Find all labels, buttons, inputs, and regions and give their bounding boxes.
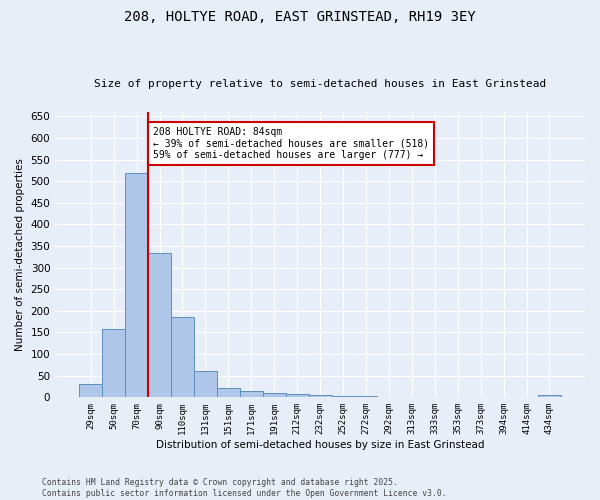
Bar xyxy=(286,394,308,398)
Bar xyxy=(171,318,194,398)
Text: Contains HM Land Registry data © Crown copyright and database right 2025.
Contai: Contains HM Land Registry data © Crown c… xyxy=(42,478,446,498)
Bar xyxy=(263,393,286,398)
Bar xyxy=(538,395,561,398)
X-axis label: Distribution of semi-detached houses by size in East Grinstead: Distribution of semi-detached houses by … xyxy=(156,440,484,450)
Bar xyxy=(240,391,263,398)
Bar xyxy=(148,252,171,398)
Bar xyxy=(355,396,377,398)
Text: 208, HOLTYE ROAD, EAST GRINSTEAD, RH19 3EY: 208, HOLTYE ROAD, EAST GRINSTEAD, RH19 3… xyxy=(124,10,476,24)
Bar xyxy=(125,172,148,398)
Bar xyxy=(194,370,217,398)
Bar xyxy=(332,396,355,398)
Title: Size of property relative to semi-detached houses in East Grinstead: Size of property relative to semi-detach… xyxy=(94,79,546,89)
Bar xyxy=(79,384,102,398)
Bar xyxy=(217,388,240,398)
Bar xyxy=(102,329,125,398)
Y-axis label: Number of semi-detached properties: Number of semi-detached properties xyxy=(15,158,25,351)
Bar xyxy=(308,395,332,398)
Text: 208 HOLTYE ROAD: 84sqm
← 39% of semi-detached houses are smaller (518)
59% of se: 208 HOLTYE ROAD: 84sqm ← 39% of semi-det… xyxy=(152,127,429,160)
